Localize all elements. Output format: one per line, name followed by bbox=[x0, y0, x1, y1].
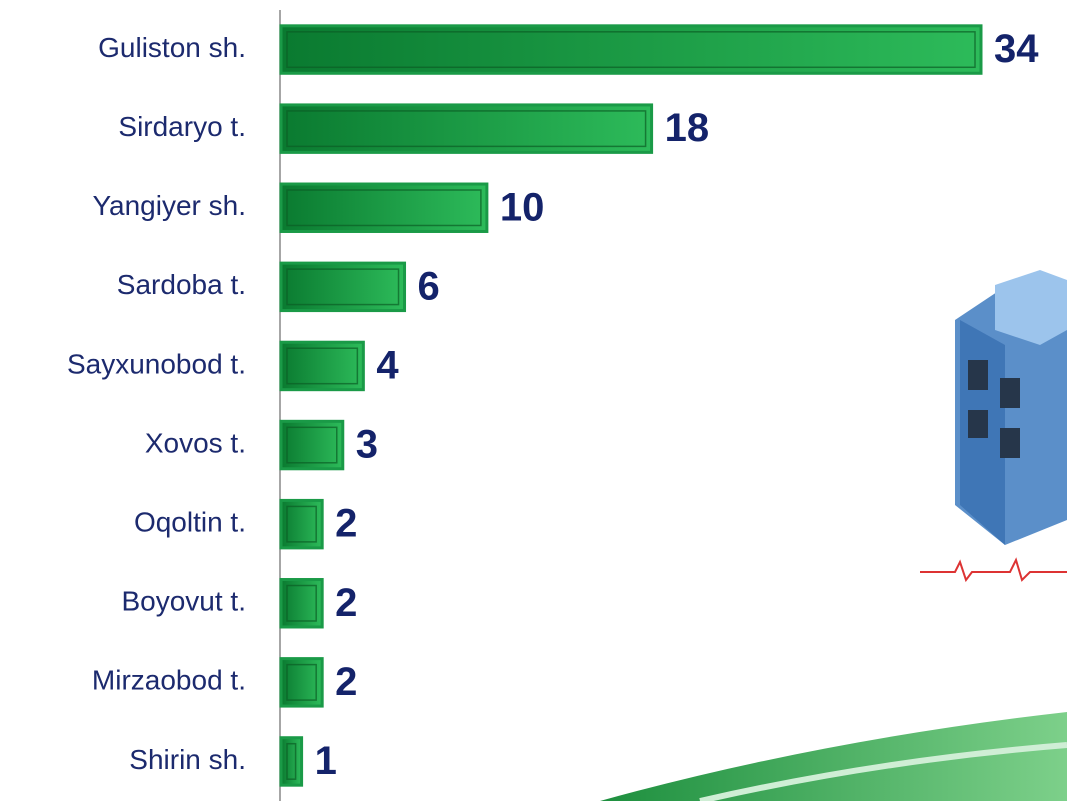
bar-bevel bbox=[286, 110, 647, 148]
bar bbox=[279, 182, 489, 233]
bar bbox=[279, 657, 324, 708]
value-label: 34 bbox=[994, 27, 1039, 71]
value-label: 2 bbox=[335, 502, 357, 546]
bar bbox=[279, 24, 983, 75]
bar-bevel bbox=[286, 742, 297, 780]
value-label: 3 bbox=[356, 423, 378, 467]
value-label: 1 bbox=[315, 739, 337, 783]
bar bbox=[279, 419, 345, 471]
bar-bevel bbox=[286, 584, 317, 622]
bar-bevel bbox=[286, 268, 400, 306]
value-label: 2 bbox=[335, 581, 357, 625]
bar-bevel bbox=[286, 347, 359, 385]
y-tick-label: Mirzaobod t. bbox=[92, 665, 246, 696]
y-tick-label: Yangiyer sh. bbox=[92, 190, 246, 221]
y-tick-label: Guliston sh. bbox=[98, 32, 246, 63]
bar-bevel bbox=[286, 426, 338, 464]
y-tick-label: Xovos t. bbox=[145, 427, 246, 458]
bar bbox=[279, 340, 365, 392]
value-label: 4 bbox=[376, 344, 399, 388]
bar-bevel bbox=[286, 189, 482, 227]
bar bbox=[279, 103, 654, 154]
y-tick-label: Oqoltin t. bbox=[134, 507, 246, 538]
bar-bevel bbox=[286, 31, 976, 69]
bar bbox=[279, 578, 324, 629]
bar bbox=[279, 736, 304, 787]
value-label: 2 bbox=[335, 660, 357, 704]
bar-bevel bbox=[286, 505, 317, 543]
bar bbox=[279, 498, 324, 550]
value-label: 6 bbox=[418, 264, 440, 308]
value-label: 10 bbox=[500, 185, 544, 229]
y-tick-label: Boyovut t. bbox=[121, 586, 246, 617]
y-tick-label: Shirin sh. bbox=[129, 744, 246, 775]
decoration bbox=[600, 270, 1067, 801]
y-tick-label: Sirdaryo t. bbox=[118, 111, 246, 142]
bar-bevel bbox=[286, 663, 317, 701]
y-tick-label: Sardoba t. bbox=[117, 269, 246, 300]
value-label: 18 bbox=[665, 106, 710, 150]
y-tick-label: Sayxunobod t. bbox=[67, 348, 246, 379]
bar bbox=[279, 261, 407, 313]
